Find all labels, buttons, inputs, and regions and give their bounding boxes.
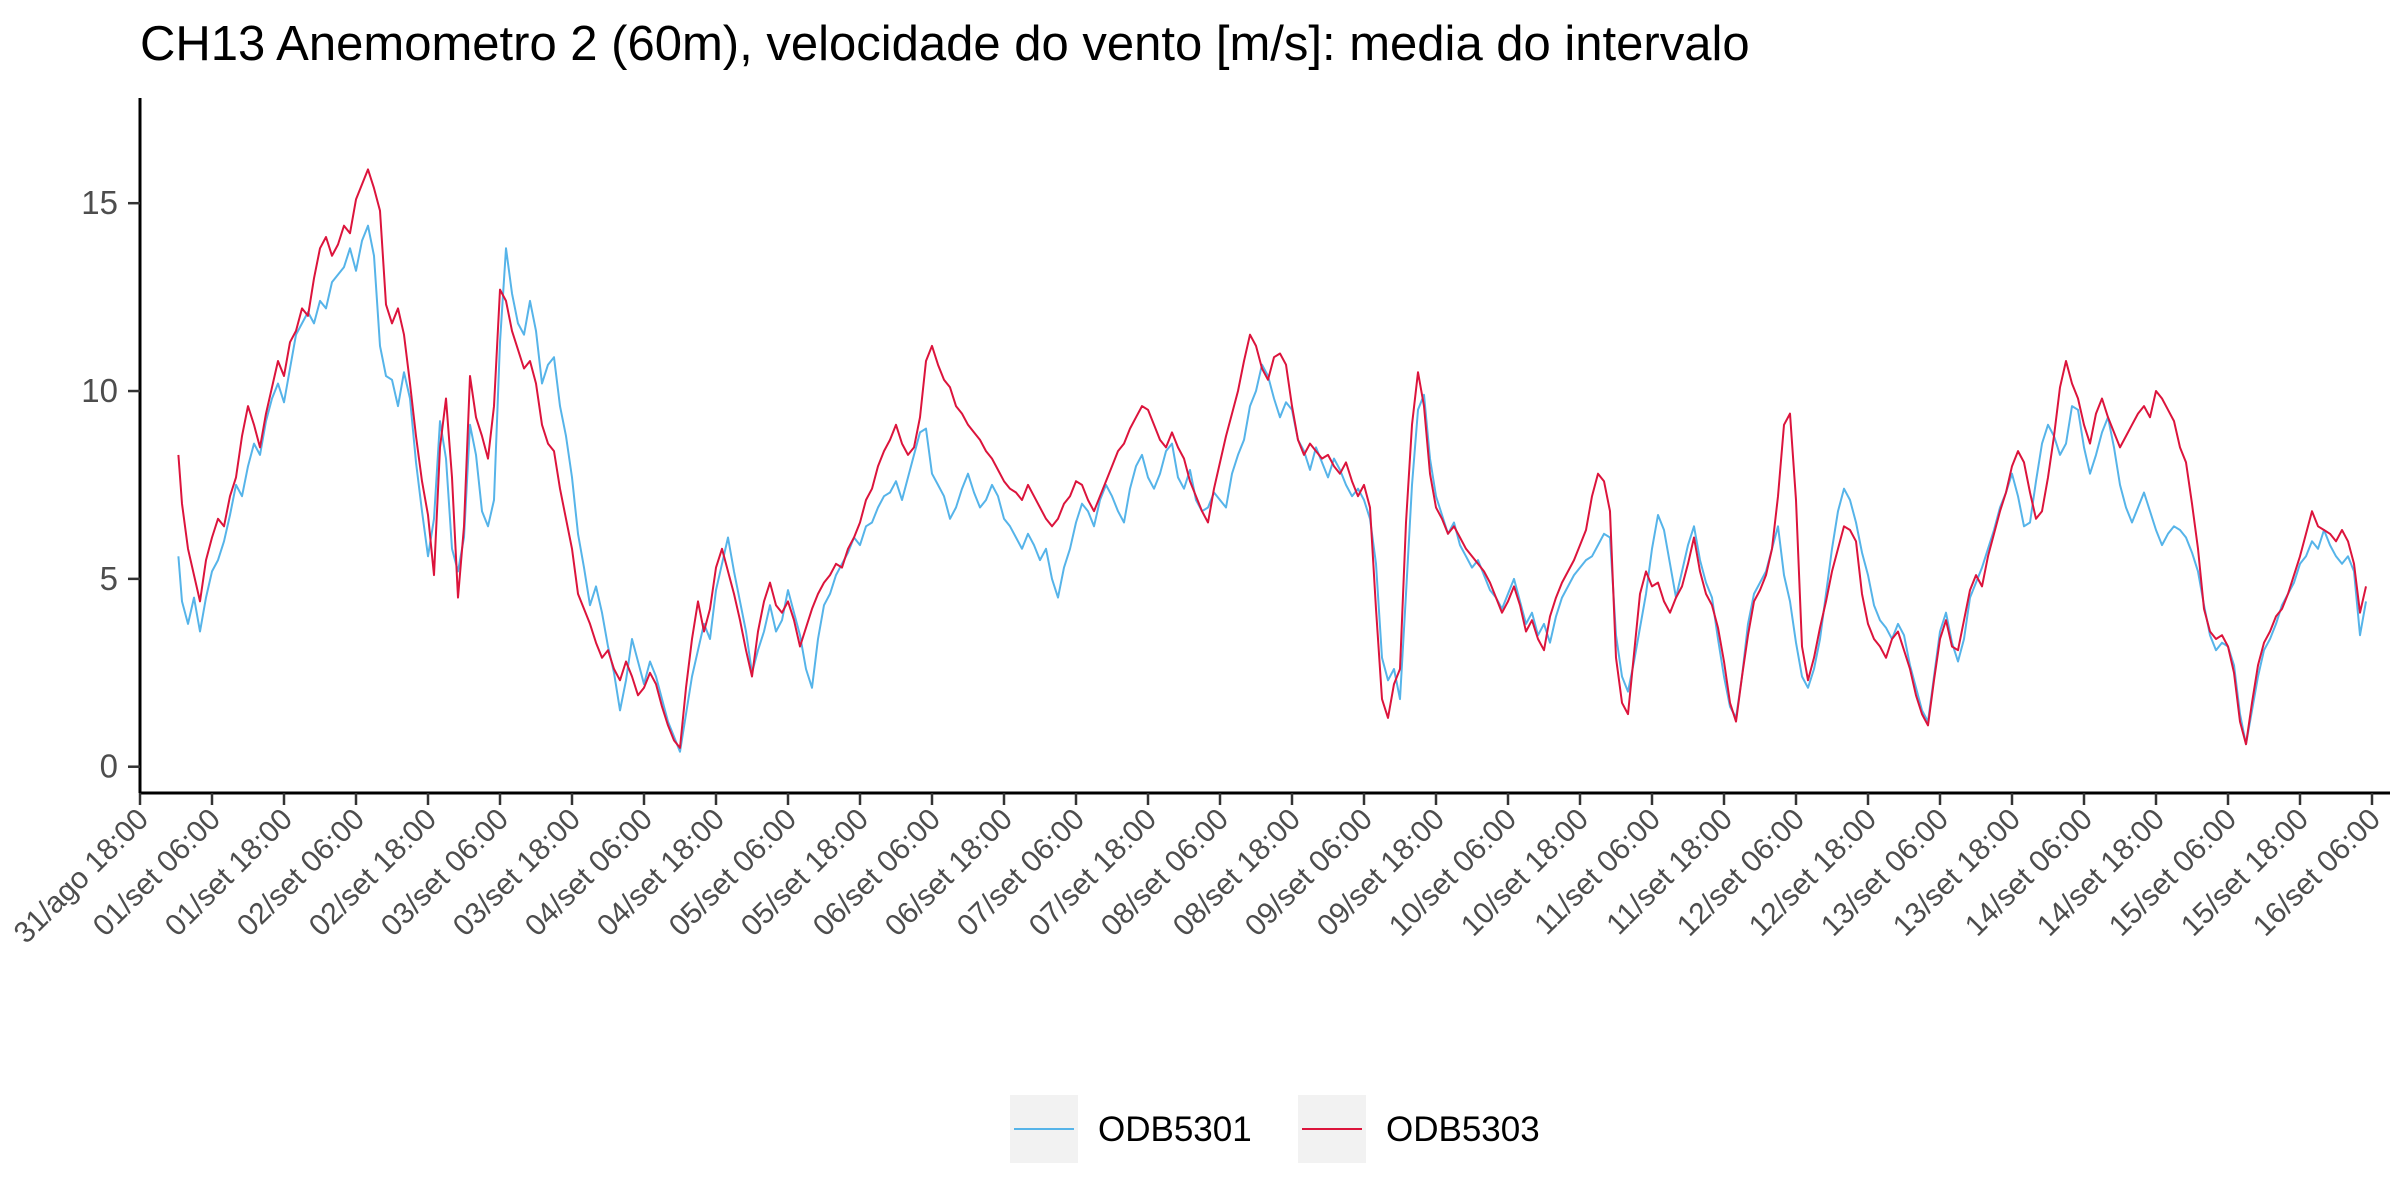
series-layer (177, 168, 2367, 753)
legend-label-odb5303: ODB5303 (1386, 1110, 1540, 1149)
y-tick-label: 0 (100, 748, 118, 785)
y-tick-label: 15 (81, 184, 118, 221)
y-axis-ticks: 0 5 10 15 (81, 184, 140, 785)
legend: ODB5301 ODB5303 (1010, 1095, 1540, 1163)
legend-label-odb5301: ODB5301 (1098, 1110, 1252, 1149)
y-tick-label: 10 (81, 372, 118, 409)
chart-title: CH13 Anemometro 2 (60m), velocidade do v… (140, 17, 1750, 71)
series-line-odb5303 (177, 168, 2367, 749)
y-tick-label: 5 (100, 560, 118, 597)
